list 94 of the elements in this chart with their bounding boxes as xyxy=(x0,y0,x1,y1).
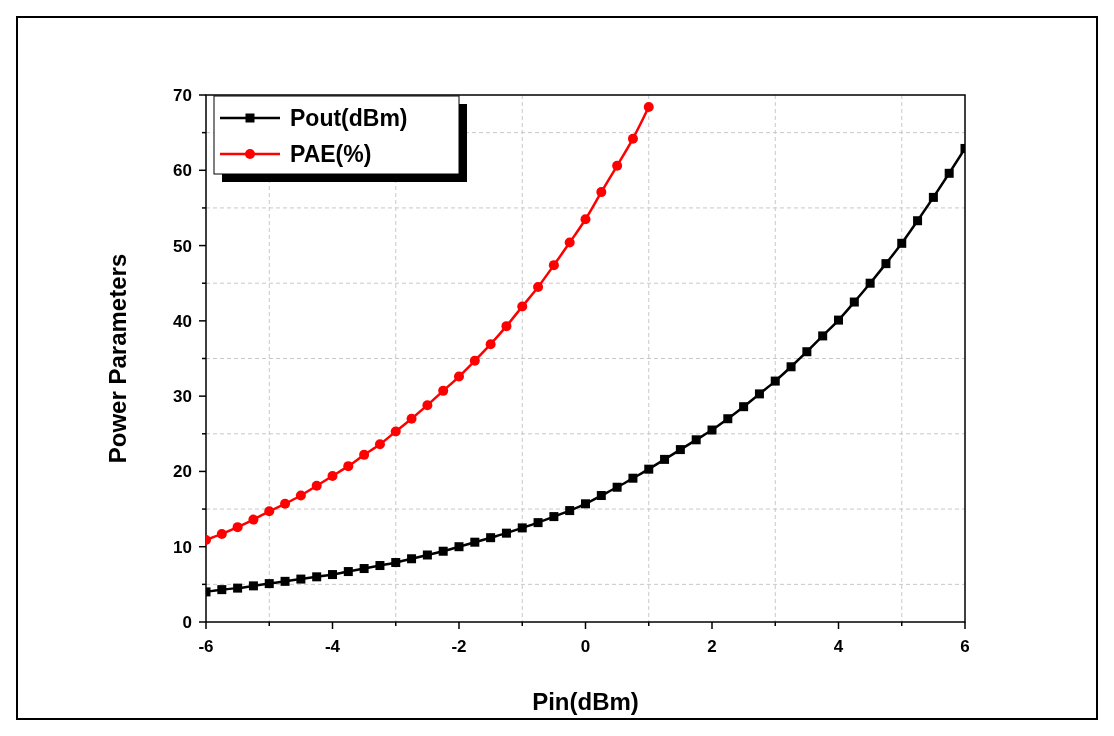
point xyxy=(517,523,527,533)
x-tick-label: 2 xyxy=(707,637,717,656)
point xyxy=(643,102,654,113)
point xyxy=(343,461,354,472)
point xyxy=(739,402,749,412)
legend-label: Pout(dBm) xyxy=(290,105,408,131)
point xyxy=(470,537,480,547)
point xyxy=(438,385,449,396)
point xyxy=(248,514,259,525)
y-tick-label: 30 xyxy=(173,387,192,407)
x-tick-label: -2 xyxy=(451,637,467,656)
point xyxy=(454,542,464,552)
point xyxy=(422,550,432,560)
point xyxy=(343,567,353,577)
point xyxy=(802,347,812,357)
y-tick-label: 40 xyxy=(173,311,192,331)
point xyxy=(675,445,685,455)
point xyxy=(406,413,417,424)
point xyxy=(612,482,622,492)
point xyxy=(233,583,243,593)
x-tick-label: 4 xyxy=(833,637,844,656)
point xyxy=(707,425,717,435)
point xyxy=(628,473,638,483)
point xyxy=(232,522,243,533)
point xyxy=(359,449,370,460)
point xyxy=(327,470,338,481)
point xyxy=(517,301,528,312)
point xyxy=(280,498,291,509)
point xyxy=(391,558,401,568)
point xyxy=(328,570,337,580)
point xyxy=(485,339,496,350)
point xyxy=(533,518,543,528)
point xyxy=(359,564,369,574)
point xyxy=(280,576,290,586)
y-axis-title: Power Parameters xyxy=(104,253,131,464)
point xyxy=(786,362,796,372)
point xyxy=(723,414,733,424)
point xyxy=(596,187,607,198)
point xyxy=(897,238,907,248)
point xyxy=(438,546,448,556)
point xyxy=(264,579,274,589)
point xyxy=(754,389,764,399)
point xyxy=(834,315,843,325)
point xyxy=(548,260,559,271)
point xyxy=(469,355,480,366)
point xyxy=(407,554,417,564)
point xyxy=(928,192,938,202)
point xyxy=(295,490,306,501)
point xyxy=(627,133,638,144)
point xyxy=(375,561,385,571)
point xyxy=(390,426,401,437)
point xyxy=(565,506,575,516)
x-tick-label: 6 xyxy=(960,637,970,656)
point xyxy=(248,581,258,591)
y-tick-label: 60 xyxy=(173,161,192,181)
point xyxy=(312,572,322,582)
point xyxy=(549,512,559,522)
point xyxy=(374,439,385,450)
point xyxy=(454,371,464,382)
point xyxy=(770,376,780,386)
x-tick-label: -4 xyxy=(324,637,341,656)
point xyxy=(644,464,654,474)
point xyxy=(533,281,544,292)
point xyxy=(501,321,512,332)
point xyxy=(849,297,859,307)
legend-label: PAE(%) xyxy=(290,141,372,167)
point xyxy=(913,216,923,226)
y-tick-label: 70 xyxy=(173,86,192,105)
point xyxy=(612,160,623,171)
point xyxy=(596,491,606,501)
point xyxy=(486,533,496,543)
point xyxy=(311,480,322,491)
x-axis-title: Pin(dBm) xyxy=(532,688,639,715)
x-tick-label: -6 xyxy=(198,637,214,656)
point xyxy=(818,331,828,341)
point xyxy=(944,168,954,178)
point xyxy=(660,454,670,464)
point xyxy=(580,214,591,225)
y-tick-label: 10 xyxy=(173,537,192,557)
point xyxy=(264,506,275,517)
point xyxy=(296,574,306,584)
y-tick-label: 0 xyxy=(182,613,192,632)
point xyxy=(691,435,701,445)
point xyxy=(581,499,590,509)
point xyxy=(881,259,891,269)
x-tick-label: 0 xyxy=(580,637,591,656)
y-tick-label: 50 xyxy=(173,236,192,256)
point xyxy=(865,278,875,288)
point xyxy=(422,400,433,411)
point xyxy=(216,528,227,539)
y-tick-label: 20 xyxy=(173,462,192,482)
point xyxy=(501,528,511,538)
point xyxy=(564,237,575,248)
point xyxy=(217,585,227,595)
